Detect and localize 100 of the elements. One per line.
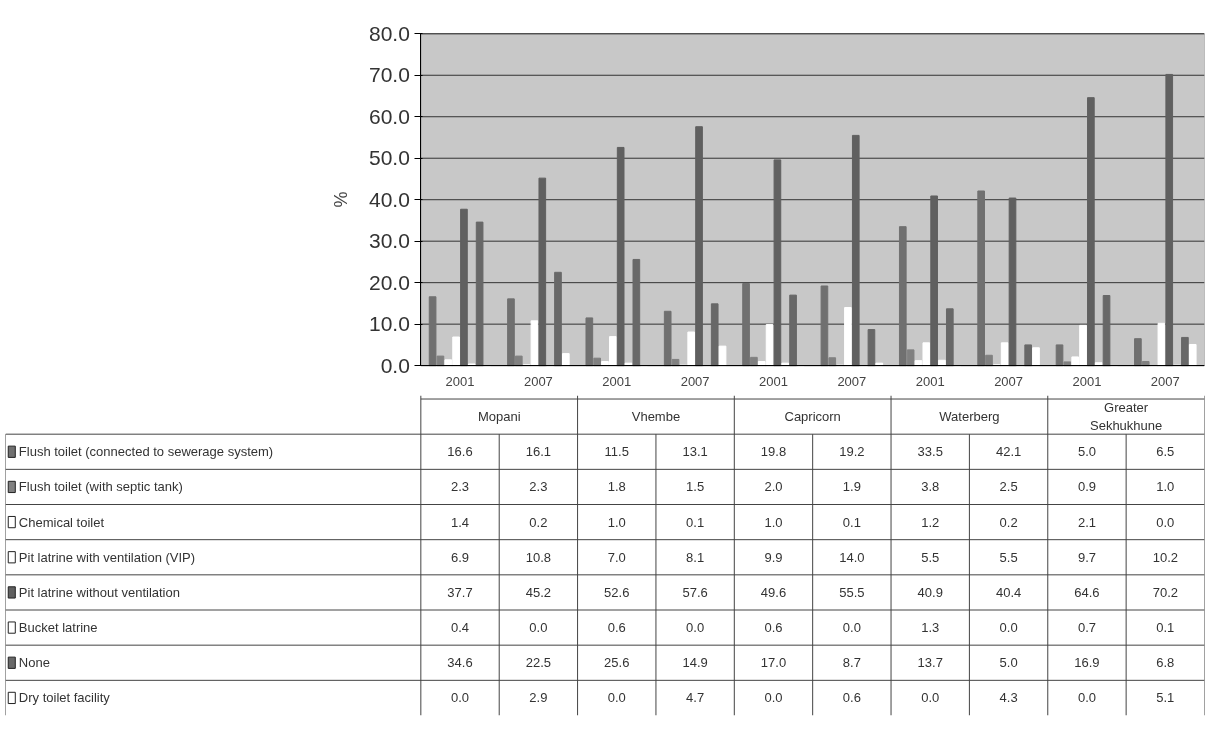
data-label: 0.6	[607, 620, 626, 636]
data-label: 5.5	[999, 549, 1018, 565]
data-label: 2.1	[1077, 514, 1096, 530]
data-label: 25.6	[604, 655, 630, 671]
data-label: 9.7	[1077, 549, 1096, 565]
data-label: 0.2	[999, 514, 1018, 530]
data-label: 0.0	[686, 620, 705, 636]
data-label: 11.5	[604, 444, 629, 460]
data-label: 33.5	[917, 444, 943, 460]
data-label: 45.2	[525, 584, 552, 600]
data-label: 10.8	[525, 549, 552, 565]
data-label: 0.0	[1077, 690, 1096, 706]
data-label: 1.0	[764, 514, 783, 530]
data-label: 0.6	[842, 690, 861, 706]
data-label: 0.1	[686, 514, 705, 530]
data-label: 70.2	[1152, 584, 1178, 600]
x-tick-label: 2007	[837, 373, 867, 389]
x-tick-label: 2007	[523, 373, 553, 389]
text: Capricorn	[784, 409, 841, 425]
data-label: 0.0	[607, 690, 626, 706]
data-label: 1.5	[686, 479, 705, 495]
legend-label: Pit latrine with ventilation (VIP)	[18, 549, 196, 565]
data-label: 0.4	[450, 620, 470, 636]
text: Vhembe	[631, 409, 681, 425]
data-label: 4.3	[999, 690, 1018, 706]
data-label: 5.5	[921, 549, 940, 565]
data-label: 0.0	[1156, 514, 1175, 530]
data-label: 0.0	[450, 690, 470, 706]
data-label: 2.0	[764, 479, 783, 495]
data-label: 6.8	[1156, 655, 1175, 671]
x-tick-label: 2001	[759, 373, 788, 389]
data-label: 17.0	[760, 655, 787, 671]
data-label: 6.9	[450, 549, 470, 565]
data-label: 40.4	[995, 584, 1022, 600]
y-tick-label: 10.0	[368, 312, 410, 336]
data-label: 10.2	[1152, 549, 1178, 565]
data-label: 1.3	[921, 620, 940, 636]
legend-label: Chemical toilet	[18, 514, 105, 530]
data-label: 0.1	[1156, 620, 1175, 636]
x-tick-label: 2001	[602, 373, 632, 389]
x-tick-label: 2001	[1072, 373, 1102, 389]
legend-label: Pit latrine without ventilation	[18, 584, 180, 600]
data-label: 1.8	[607, 479, 626, 495]
data-label: 1.4	[450, 514, 470, 530]
y-tick-label: 60.0	[368, 104, 410, 128]
data-label: 49.6	[760, 584, 787, 600]
x-tick-label: 2001	[445, 373, 475, 389]
data-label: 2.3	[529, 479, 548, 495]
legend-label: Flush toilet (connected to sewerage system)	[18, 444, 274, 460]
text: Greater Sekhukhune	[1089, 400, 1163, 434]
data-label: 4.7	[686, 690, 705, 706]
data-label: 7.0	[607, 549, 626, 565]
data-label: 9.9	[764, 549, 783, 565]
data-label: 8.7	[842, 655, 861, 671]
data-label: 1.9	[842, 479, 861, 495]
y-tick-label: 50.0	[368, 146, 410, 170]
data-label: 2.9	[529, 690, 548, 706]
data-label: 2.5	[999, 479, 1018, 495]
data-label: 6.5	[1156, 444, 1175, 460]
data-label: 1.2	[921, 514, 940, 530]
data-label: 13.7	[917, 655, 943, 671]
data-label: 42.1	[995, 444, 1022, 460]
data-label: 57.6	[682, 584, 708, 600]
data-label: 19.8	[760, 444, 787, 460]
data-label: 2.3	[450, 479, 470, 495]
text: Mopani	[477, 409, 521, 425]
data-label: 14.0	[839, 549, 865, 565]
data-label: 52.6	[604, 584, 630, 600]
text: Waterberg	[939, 409, 1000, 425]
data-label: 19.2	[839, 444, 865, 460]
y-tick-label: 80.0	[368, 21, 410, 45]
y-axis-title: %	[330, 191, 351, 208]
data-label: 34.6	[447, 655, 473, 671]
y-tick-label: 20.0	[368, 270, 410, 294]
data-label: 3.8	[921, 479, 940, 495]
y-tick-label: 0.0	[380, 353, 410, 377]
y-tick-label: 30.0	[368, 229, 410, 253]
data-label: 16.9	[1074, 655, 1100, 671]
data-label: 22.5	[525, 655, 552, 671]
x-tick-label: 2007	[680, 373, 710, 389]
data-label: 5.0	[1077, 444, 1096, 460]
data-label: 0.1	[842, 514, 861, 530]
data-label: 14.9	[682, 655, 708, 671]
data-label: 0.9	[1077, 479, 1096, 495]
data-label: 37.7	[447, 584, 473, 600]
data-label: 5.0	[999, 655, 1018, 671]
data-label: 0.0	[921, 690, 940, 706]
y-tick-label: 70.0	[368, 63, 410, 87]
data-label: 0.0	[842, 620, 861, 636]
y-tick-label: 40.0	[368, 187, 410, 211]
data-label: 0.0	[529, 620, 548, 636]
data-label: 1.0	[1156, 479, 1175, 495]
data-label: 13.1	[682, 444, 708, 460]
data-label: 0.6	[764, 620, 783, 636]
data-label: 64.6	[1074, 584, 1100, 600]
legend-label: Bucket latrine	[18, 620, 98, 636]
x-tick-label: 2007	[1150, 373, 1180, 389]
data-label: 16.6	[447, 444, 473, 460]
data-label: 0.2	[529, 514, 548, 530]
data-label: 16.1	[525, 444, 552, 460]
